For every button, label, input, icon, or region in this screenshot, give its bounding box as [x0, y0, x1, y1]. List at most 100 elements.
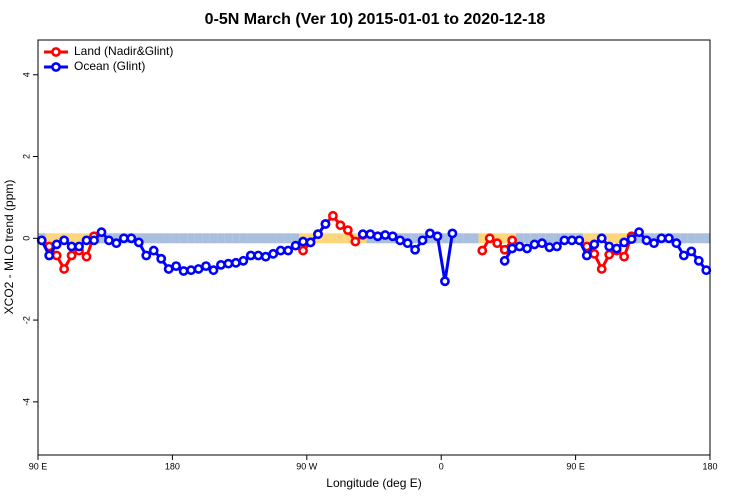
point: [492, 238, 503, 249]
point: [552, 241, 562, 252]
point: [148, 245, 159, 256]
point: [201, 261, 211, 272]
zero-band: [336, 233, 345, 244]
zero-band: [194, 233, 203, 244]
zero-band: [291, 233, 300, 244]
zero-band: [217, 233, 225, 244]
x-tick-label: 180: [165, 461, 180, 471]
zero-band: [269, 233, 277, 244]
point: [566, 235, 577, 246]
zero-band: [538, 233, 546, 244]
point: [634, 227, 644, 238]
point: [328, 210, 338, 221]
point: [44, 250, 55, 261]
y-tick-label: -4: [21, 398, 31, 406]
plot-frame: [37, 39, 711, 456]
zero-band: [672, 233, 681, 244]
zero-band: [553, 233, 561, 244]
zero-band: [187, 233, 195, 244]
point: [507, 243, 518, 254]
zero-band: [157, 233, 165, 244]
point: [671, 238, 682, 249]
point: [133, 237, 144, 248]
point: [499, 244, 510, 255]
zero-band: [209, 233, 218, 244]
zero-band: [612, 233, 621, 244]
point: [290, 240, 301, 251]
x-tick-label: 90 W: [296, 461, 318, 471]
zero-band: [75, 233, 83, 244]
legend-marker: [51, 47, 61, 57]
point: [507, 235, 518, 246]
zero-band: [695, 233, 703, 244]
point: [619, 237, 630, 248]
point: [365, 229, 376, 240]
zero-band: [276, 233, 285, 244]
zero-band: [702, 233, 710, 244]
y-tick-label: 2: [21, 154, 31, 159]
zero-band: [515, 233, 524, 244]
zero-band: [284, 233, 292, 244]
point: [230, 257, 241, 268]
zero-band: [112, 233, 121, 244]
point: [223, 258, 234, 269]
zero-band: [321, 233, 330, 244]
point: [126, 233, 137, 244]
point: [193, 264, 204, 274]
point: [656, 233, 667, 244]
point: [529, 239, 540, 250]
point: [66, 250, 77, 261]
zero-band: [523, 233, 531, 244]
y-axis-label: XCO2 - MLO trend (ppm): [2, 180, 16, 315]
point: [59, 264, 70, 274]
point: [447, 228, 458, 239]
point: [544, 242, 555, 253]
point: [208, 265, 219, 276]
point: [678, 250, 689, 261]
zero-band: [254, 233, 262, 244]
zero-band: [344, 233, 352, 244]
point: [59, 235, 70, 246]
zero-band: [590, 233, 598, 244]
point: [701, 265, 712, 276]
zero-band: [150, 233, 158, 244]
point: [589, 239, 600, 250]
zero-band: [478, 233, 486, 244]
zero-band: [172, 233, 180, 244]
x-axis-label: Longitude (deg E): [326, 476, 421, 490]
point: [66, 241, 77, 252]
point: [171, 261, 182, 272]
point: [260, 251, 271, 262]
x-tick-label: 180: [702, 461, 717, 471]
point: [440, 276, 450, 287]
zero-band: [67, 233, 76, 244]
x-tick-label: 90 E: [29, 461, 48, 471]
point: [499, 255, 510, 266]
point: [81, 251, 92, 262]
zero-band: [179, 233, 188, 244]
zero-band: [329, 233, 337, 244]
point: [104, 235, 114, 246]
legend-marker: [51, 62, 61, 72]
zero-band: [97, 233, 106, 244]
point: [425, 228, 435, 239]
point: [649, 238, 659, 249]
point: [335, 220, 346, 231]
point: [298, 236, 308, 247]
zero-band: [493, 233, 501, 244]
zero-band: [411, 233, 419, 244]
point: [36, 235, 47, 246]
point: [313, 229, 323, 240]
zero-band: [239, 233, 248, 244]
point: [402, 238, 413, 249]
zero-band: [232, 233, 240, 244]
zero-band: [583, 233, 591, 244]
point: [111, 238, 122, 249]
point: [611, 243, 622, 254]
zero-band: [605, 233, 613, 244]
point: [693, 255, 704, 266]
point: [89, 235, 99, 246]
zero-band: [224, 233, 233, 244]
point: [589, 248, 600, 259]
zero-band: [403, 233, 412, 244]
